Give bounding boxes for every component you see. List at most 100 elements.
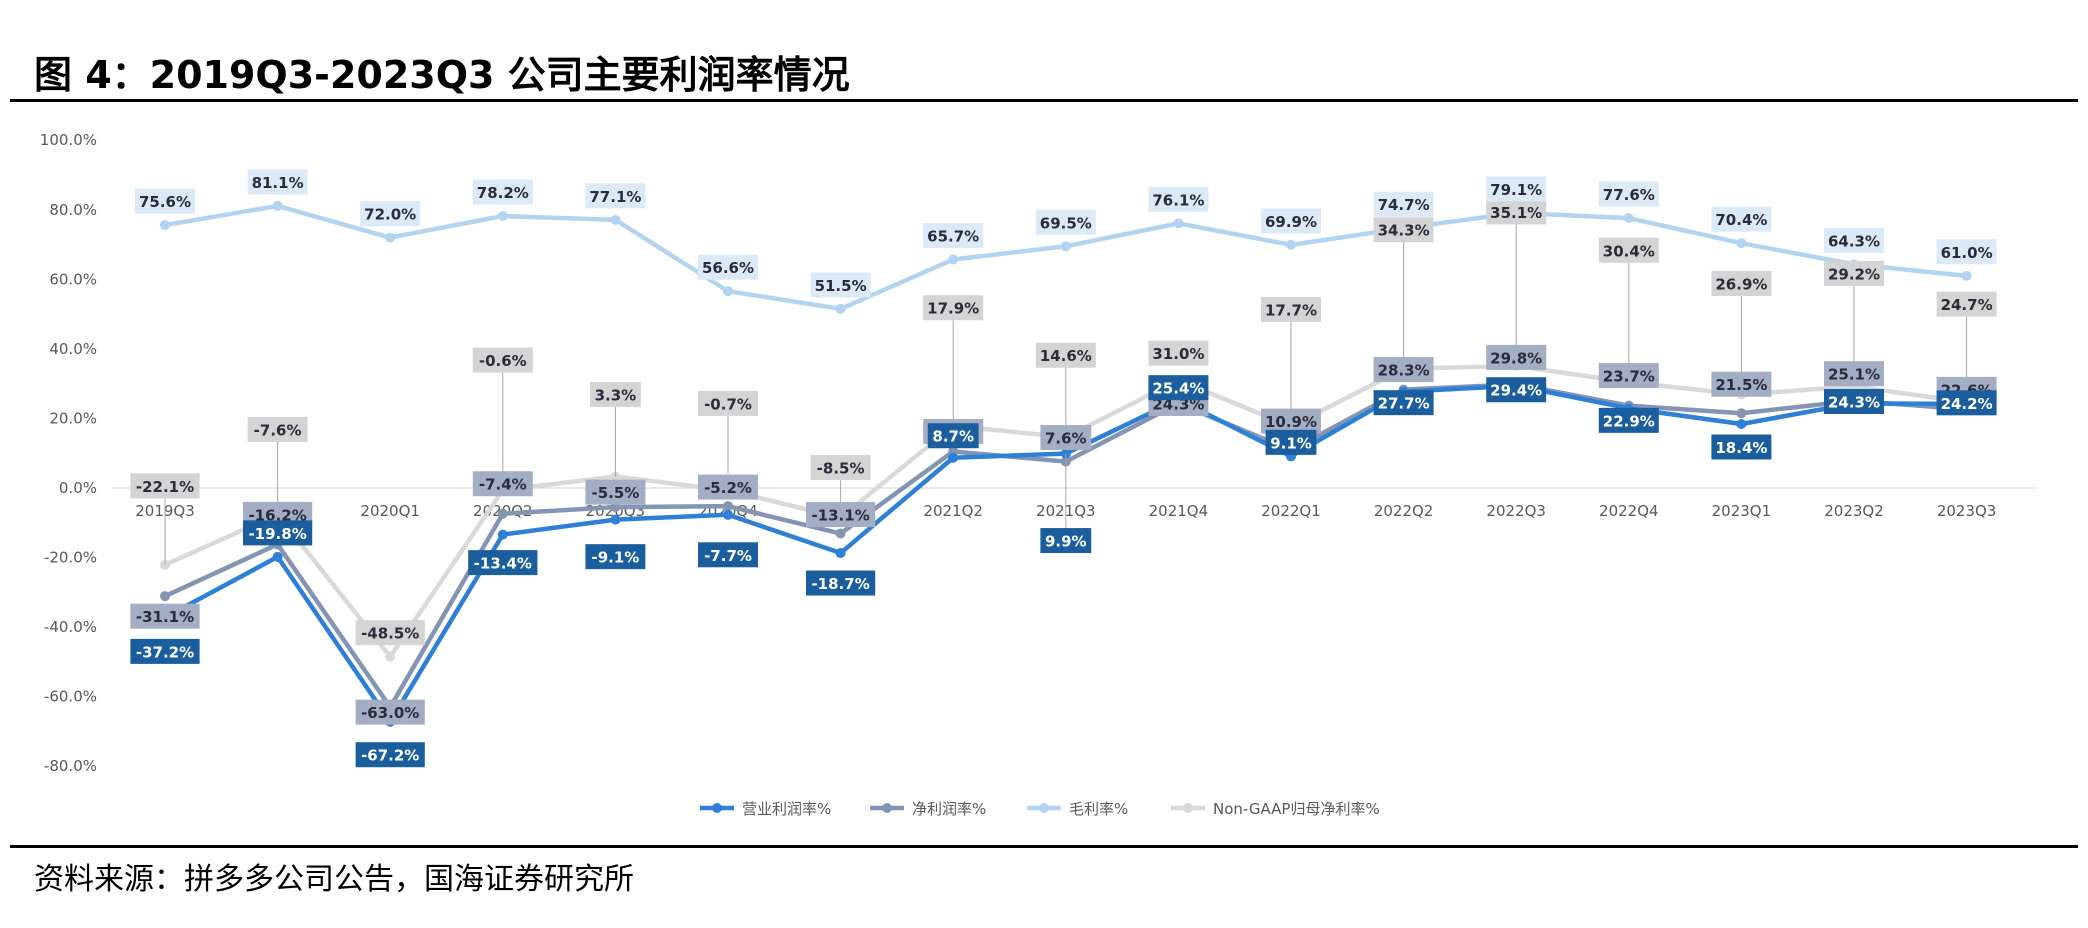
data-label: -48.5% bbox=[361, 625, 419, 643]
data-point bbox=[610, 514, 621, 525]
data-label-bg bbox=[1711, 206, 1772, 232]
data-label: -18.7% bbox=[811, 575, 869, 593]
data-point bbox=[1173, 218, 1184, 229]
data-label: -7.4% bbox=[479, 476, 527, 494]
data-point bbox=[160, 591, 170, 602]
data-label-bg bbox=[1373, 357, 1434, 383]
data-point bbox=[948, 254, 959, 265]
data-label-bg bbox=[135, 188, 195, 214]
data-label-bg bbox=[590, 382, 641, 408]
legend-swatch-marker bbox=[1039, 803, 1049, 813]
x-tick-label: 2022Q3 bbox=[1486, 502, 1546, 520]
x-tick-label: 2020Q1 bbox=[360, 502, 420, 520]
data-label: -31.1% bbox=[136, 608, 194, 626]
data-label-bg bbox=[1936, 390, 1997, 416]
data-label: 56.6% bbox=[702, 259, 754, 277]
data-label-bg bbox=[1486, 176, 1547, 202]
data-label-bg bbox=[472, 471, 533, 497]
y-tick-label: 0.0% bbox=[59, 479, 97, 497]
title-rule bbox=[10, 99, 2078, 102]
source-rule bbox=[10, 845, 2078, 848]
data-label-bg bbox=[1261, 296, 1321, 322]
data-point bbox=[497, 211, 508, 222]
data-label-bg bbox=[1261, 408, 1321, 434]
data-point bbox=[723, 501, 733, 512]
data-label: 76.1% bbox=[1152, 191, 1204, 209]
data-label-bg bbox=[1598, 181, 1659, 207]
data-label: 17.7% bbox=[1265, 301, 1317, 319]
x-tick-label: 2023Q3 bbox=[1937, 502, 1997, 520]
data-label-bg bbox=[1373, 390, 1434, 416]
data-label-bg bbox=[130, 473, 200, 499]
data-label-bg bbox=[355, 699, 425, 725]
data-point bbox=[835, 528, 846, 539]
legend-swatch-marker bbox=[712, 803, 722, 813]
data-label-bg bbox=[1373, 191, 1434, 217]
data-point bbox=[1736, 419, 1747, 430]
legend-swatch-marker bbox=[882, 803, 892, 813]
data-label-bg bbox=[585, 183, 646, 209]
x-tick-label: 2022Q1 bbox=[1261, 502, 1321, 520]
data-label: 78.2% bbox=[477, 184, 529, 202]
data-label: 25.4% bbox=[1152, 380, 1204, 398]
data-label: 77.6% bbox=[1603, 186, 1655, 204]
data-label: 74.7% bbox=[1378, 196, 1430, 214]
data-label: -7.6% bbox=[254, 421, 302, 439]
data-label-bg bbox=[927, 423, 979, 449]
data-label-bg bbox=[1486, 199, 1547, 225]
y-tick-label: 100.0% bbox=[40, 131, 97, 149]
data-point bbox=[272, 551, 283, 562]
data-label: 65.7% bbox=[927, 227, 979, 245]
legend-label: 净利润率% bbox=[912, 800, 986, 818]
data-label-bg bbox=[1824, 361, 1884, 387]
data-point bbox=[835, 548, 846, 559]
data-label-bg bbox=[355, 742, 425, 768]
data-label-bg bbox=[810, 272, 871, 298]
data-label: 81.1% bbox=[252, 174, 304, 192]
data-point bbox=[1060, 241, 1071, 252]
data-label: 77.1% bbox=[589, 188, 641, 206]
data-label: -63.0% bbox=[361, 704, 419, 722]
data-label-bg bbox=[468, 550, 538, 576]
data-label: 8.7% bbox=[932, 428, 974, 446]
data-label: 23.7% bbox=[1603, 368, 1655, 386]
data-label: -67.2% bbox=[361, 747, 419, 765]
data-label-bg bbox=[1598, 363, 1659, 389]
x-tick-label: 2022Q2 bbox=[1374, 502, 1434, 520]
data-label-bg bbox=[360, 201, 421, 227]
data-label: 29.4% bbox=[1490, 382, 1542, 400]
data-label: 26.9% bbox=[1715, 275, 1767, 293]
data-label: -9.1% bbox=[591, 549, 639, 567]
data-label: -7.7% bbox=[704, 547, 752, 565]
data-label: 24.2% bbox=[1941, 395, 1993, 413]
data-point bbox=[272, 200, 283, 211]
data-label-bg bbox=[1711, 434, 1772, 460]
data-label-bg bbox=[1040, 528, 1092, 554]
data-label: 24.7% bbox=[1941, 296, 1993, 314]
y-tick-label: -60.0% bbox=[44, 688, 97, 706]
legend-label: Non-GAAP归母净利率% bbox=[1213, 800, 1380, 818]
data-label: -5.5% bbox=[591, 484, 639, 502]
data-label: -13.1% bbox=[811, 507, 869, 525]
data-label-bg bbox=[806, 570, 876, 596]
data-label: -8.5% bbox=[817, 460, 865, 478]
data-point bbox=[723, 509, 733, 520]
data-point bbox=[1736, 238, 1747, 249]
data-point bbox=[1623, 213, 1634, 224]
data-point bbox=[1286, 239, 1296, 250]
data-label-bg bbox=[355, 620, 425, 646]
data-label-bg bbox=[1936, 239, 1997, 265]
data-label: 61.0% bbox=[1941, 244, 1993, 262]
legend-swatch-marker bbox=[1183, 803, 1193, 813]
data-label-bg bbox=[1824, 388, 1884, 414]
y-tick-label: 60.0% bbox=[49, 270, 97, 288]
data-label: 22.9% bbox=[1603, 412, 1655, 430]
x-tick-label: 2021Q4 bbox=[1149, 502, 1209, 520]
x-tick-label: 2023Q1 bbox=[1712, 502, 1772, 520]
data-label: 75.6% bbox=[139, 193, 191, 211]
data-label: 14.6% bbox=[1040, 347, 1092, 365]
data-label: -37.2% bbox=[136, 643, 194, 661]
data-label: 69.5% bbox=[1040, 214, 1092, 232]
data-label: 3.3% bbox=[595, 387, 637, 405]
data-label-bg bbox=[1035, 209, 1096, 235]
